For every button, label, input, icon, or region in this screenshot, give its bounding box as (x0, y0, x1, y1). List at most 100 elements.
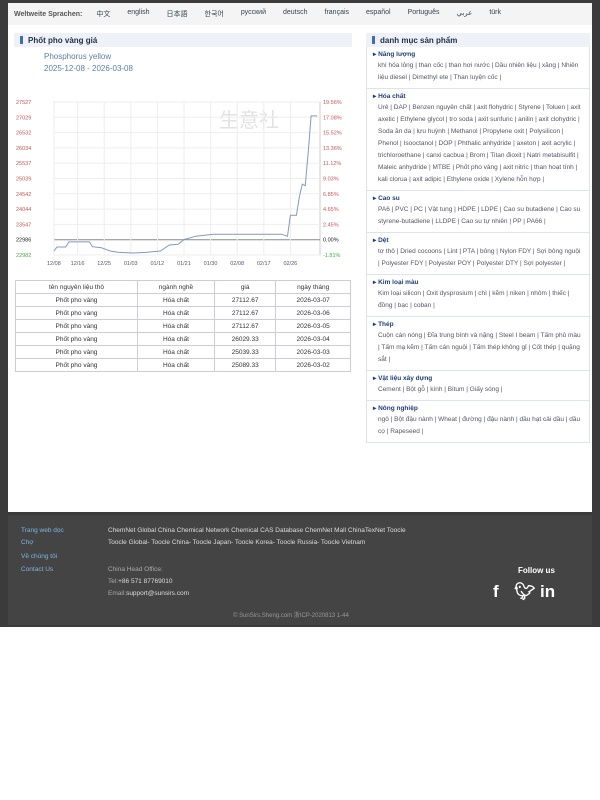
product-link[interactable]: ngô (378, 416, 389, 423)
product-link[interactable]: Phốt pho vàng (455, 164, 498, 171)
product-link[interactable]: Cuộn cán nóng (378, 332, 423, 339)
product-link[interactable]: Polyester FDY (381, 260, 424, 267)
category-title[interactable]: Dệt (373, 236, 583, 244)
product-link[interactable]: PP (512, 218, 522, 225)
product-link[interactable]: xăng (541, 62, 556, 69)
product-link[interactable]: thiếc (552, 290, 566, 297)
footer-partner-links[interactable]: ChemNet Global China Chemical Network Ch… (108, 527, 406, 534)
product-link[interactable]: lưu huỳnh (416, 128, 446, 135)
product-link[interactable]: chì (478, 290, 487, 297)
product-link[interactable]: coban (413, 302, 432, 309)
product-link[interactable]: axit adipic (412, 176, 442, 183)
product-link[interactable]: kali clorua (378, 176, 408, 183)
product-link[interactable]: Brom (469, 152, 486, 159)
language-link[interactable]: deutsch (282, 9, 308, 16)
category-title[interactable]: Kim loại màu (373, 278, 583, 286)
product-link[interactable]: Xylene hỗn hợp (494, 176, 541, 183)
product-link[interactable]: niken (509, 290, 526, 297)
category-title[interactable]: Nông nghiệp (373, 404, 583, 412)
product-link[interactable]: PVC (395, 206, 409, 213)
product-link[interactable]: Benzen nguyên chất (412, 104, 472, 111)
product-link[interactable]: đậu nành (487, 416, 515, 423)
product-link[interactable]: Isooctanol (403, 140, 434, 147)
product-link[interactable]: Cement (378, 386, 401, 393)
product-link[interactable]: PC (413, 206, 423, 213)
product-link[interactable]: Maleic anhydride (378, 164, 428, 171)
language-link[interactable]: français (324, 9, 350, 16)
footer-toocle-links[interactable]: Toocle Global- Toocle China- Toocle Japa… (108, 539, 366, 546)
product-link[interactable]: than cốc (418, 62, 444, 69)
product-link[interactable]: Sợi bông nguội (536, 248, 581, 255)
product-link[interactable]: axit clohydric (538, 116, 577, 123)
footer-link-market[interactable]: Chợ (21, 539, 34, 546)
product-link[interactable]: khí hóa lỏng (378, 62, 414, 69)
product-link[interactable]: MTBE (432, 164, 451, 171)
product-link[interactable]: axit acrylic (541, 140, 572, 147)
product-link[interactable]: Bitum (447, 386, 465, 393)
product-link[interactable]: Vật tung (428, 206, 453, 213)
language-link[interactable]: русский (240, 9, 266, 16)
category-title[interactable]: Năng lượng (373, 50, 583, 58)
language-link[interactable]: 日本語 (166, 11, 188, 18)
product-link[interactable]: quặng sắt (378, 344, 580, 363)
product-link[interactable]: axeton (516, 140, 537, 147)
product-link[interactable]: Nylon FDY (499, 248, 532, 255)
product-link[interactable]: Phthalic anhydride (457, 140, 512, 147)
category-title[interactable]: Vật liệu xây dựng (373, 374, 583, 382)
language-link[interactable]: türk (489, 9, 501, 16)
product-link[interactable]: Natri metabisulfit (526, 152, 576, 159)
category-title[interactable]: Hóa chất (373, 92, 583, 100)
language-link[interactable]: 한국어 (204, 11, 224, 18)
product-link[interactable]: Lint (447, 248, 458, 255)
language-link[interactable]: عربي (456, 10, 473, 17)
product-link[interactable]: axit nitric (503, 164, 529, 171)
product-link[interactable]: Polyester DTY (476, 260, 519, 267)
product-link[interactable]: axit sunfuric (478, 116, 513, 123)
product-link[interactable]: Rapeseed (390, 428, 420, 435)
product-link[interactable]: kẽm (492, 290, 505, 297)
product-link[interactable]: trichloroethane (378, 152, 421, 159)
product-link[interactable]: PA66 (526, 218, 543, 225)
footer-link-vertical-sites[interactable]: Trang web dọc (21, 527, 64, 534)
product-link[interactable]: Cao su tự nhiên (461, 218, 508, 225)
category-title[interactable]: Cao su (373, 194, 583, 202)
category-title[interactable]: Thép (373, 320, 583, 328)
language-link[interactable]: Português (407, 9, 440, 16)
product-link[interactable]: axit flohydric (476, 104, 514, 111)
twitter-icon[interactable]: 🐦︎ (514, 582, 536, 601)
product-link[interactable]: Ethylene glycol (400, 116, 445, 123)
product-link[interactable]: đường (462, 416, 482, 423)
product-link[interactable]: HDPE (457, 206, 476, 213)
product-link[interactable]: PA6 (378, 206, 390, 213)
product-link[interactable]: Wheat (438, 416, 457, 423)
product-link[interactable]: anilin (518, 116, 534, 123)
product-link[interactable]: Bột gỗ (406, 386, 425, 393)
product-link[interactable]: Tấm thép không gỉ (472, 344, 527, 351)
product-link[interactable]: Dried cocoons (400, 248, 442, 255)
product-link[interactable]: bông (480, 248, 495, 255)
product-link[interactable]: Kim loại silicon (378, 290, 421, 297)
product-link[interactable]: Tấm mạ kẽm (381, 344, 420, 351)
product-link[interactable]: tơ thô (378, 248, 395, 255)
product-link[interactable]: Polyester POY (428, 260, 472, 267)
product-link[interactable]: Styrene (518, 104, 541, 111)
product-link[interactable]: canxi cacbua (426, 152, 465, 159)
product-link[interactable]: Đĩa trung bình và nặng (427, 332, 494, 339)
product-link[interactable]: LDPE (481, 206, 499, 213)
product-link[interactable]: Steel I beam (498, 332, 536, 339)
product-link[interactable]: Urê (378, 104, 389, 111)
product-link[interactable]: Polysilicon (529, 128, 561, 135)
product-link[interactable]: tro soda (449, 116, 473, 123)
product-link[interactable]: Nhiên liệu diesel (378, 62, 579, 81)
product-link[interactable]: đồng (378, 302, 393, 309)
footer-link-about[interactable]: Về chúng tôi (21, 553, 58, 560)
product-link[interactable]: kính (430, 386, 443, 393)
facebook-icon[interactable]: f (493, 582, 499, 601)
email-value[interactable]: support@sunsirs.com (126, 590, 190, 597)
product-link[interactable]: than hơi nước (448, 62, 490, 69)
product-link[interactable]: Tấm phủ màu (540, 332, 581, 339)
product-link[interactable]: Ethylene oxide (446, 176, 490, 183)
product-link[interactable]: nhôm (530, 290, 547, 297)
product-link[interactable]: dầu hạt cải dầu (519, 416, 564, 423)
product-link[interactable]: Dimethyl ete (412, 74, 449, 81)
